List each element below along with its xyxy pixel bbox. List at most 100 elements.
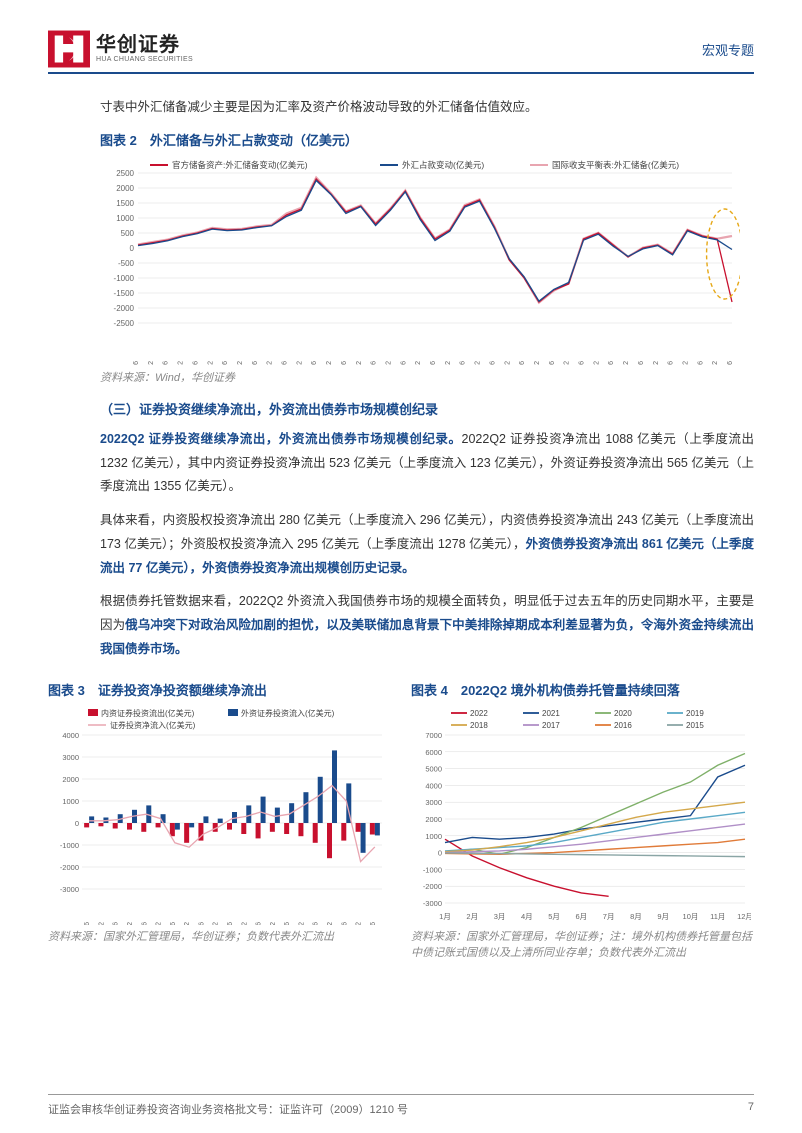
section3-p2: 具体来看，内资股权投资净流出 280 亿美元（上季度流入 296 亿美元），内资… xyxy=(100,509,754,580)
svg-text:-2000: -2000 xyxy=(60,863,79,872)
svg-text:内资证券投资流出(亿美元): 内资证券投资流出(亿美元) xyxy=(101,708,195,718)
svg-text:9月: 9月 xyxy=(657,912,669,921)
svg-text:2009-06: 2009-06 xyxy=(341,361,348,365)
svg-text:2006-12: 2006-12 xyxy=(267,361,274,365)
svg-text:2006-06: 2006-06 xyxy=(252,361,259,365)
svg-text:-1000: -1000 xyxy=(423,865,442,874)
svg-text:0: 0 xyxy=(130,244,135,253)
svg-text:2015-12: 2015-12 xyxy=(534,361,541,365)
page-number: 7 xyxy=(748,1101,754,1117)
svg-text:4000: 4000 xyxy=(62,731,79,740)
fig4-chart: -3000-2000-10000100020003000400050006000… xyxy=(411,705,754,925)
fig3-title: 图表 3 证券投资净投资额继续净流出 xyxy=(48,680,391,699)
svg-text:2019: 2019 xyxy=(686,709,704,718)
svg-text:19-06: 19-06 xyxy=(284,921,291,924)
fig2-chart: -2500-2000-1500-1000-5000500100015002000… xyxy=(100,155,754,365)
svg-text:证券投资净流入(亿美元): 证券投资净流入(亿美元) xyxy=(110,720,196,730)
svg-text:14-06: 14-06 xyxy=(141,921,148,924)
svg-text:2008-12: 2008-12 xyxy=(326,361,333,365)
svg-text:2003-06: 2003-06 xyxy=(163,361,170,365)
svg-text:7月: 7月 xyxy=(603,912,615,921)
svg-text:-3000: -3000 xyxy=(60,885,79,894)
svg-text:500: 500 xyxy=(121,229,135,238)
svg-text:2016: 2016 xyxy=(614,721,632,730)
svg-text:2008-06: 2008-06 xyxy=(311,361,318,365)
svg-text:2004-06: 2004-06 xyxy=(192,361,199,365)
svg-text:2010-12: 2010-12 xyxy=(385,361,392,365)
svg-text:2003-12: 2003-12 xyxy=(178,361,185,365)
svg-text:21-06: 21-06 xyxy=(341,921,348,924)
svg-text:2007-12: 2007-12 xyxy=(296,361,303,365)
section3-p3: 根据债券托管数据来看，2022Q2 外资流入我国债券市场的规模全面转负，明显低于… xyxy=(100,590,754,661)
svg-text:2013-06: 2013-06 xyxy=(460,361,467,365)
svg-text:16-06: 16-06 xyxy=(198,921,205,924)
svg-text:2月: 2月 xyxy=(466,912,478,921)
svg-text:12-06: 12-06 xyxy=(84,921,91,924)
svg-text:2020-06: 2020-06 xyxy=(668,361,675,365)
svg-text:11月: 11月 xyxy=(710,912,725,921)
svg-text:外汇占款变动(亿美元): 外汇占款变动(亿美元) xyxy=(402,160,484,170)
svg-text:18-12: 18-12 xyxy=(270,921,277,924)
svg-text:2020-12: 2020-12 xyxy=(682,361,689,365)
svg-text:19-12: 19-12 xyxy=(298,921,305,924)
fig3-chart: -3000-2000-100001000200030004000内资证券投资流出… xyxy=(48,705,391,925)
svg-text:1000: 1000 xyxy=(425,831,442,840)
logo-icon xyxy=(48,30,90,68)
svg-text:2004-12: 2004-12 xyxy=(207,361,214,365)
svg-text:-1500: -1500 xyxy=(114,289,135,298)
svg-text:-1000: -1000 xyxy=(60,841,79,850)
svg-text:2022: 2022 xyxy=(470,709,488,718)
section3-p1: 2022Q2 证券投资继续净流出，外资流出债券市场规模创纪录。2022Q2 证券… xyxy=(100,428,754,499)
svg-text:21-12: 21-12 xyxy=(356,921,363,924)
svg-text:2005-06: 2005-06 xyxy=(222,361,229,365)
svg-text:-2000: -2000 xyxy=(114,304,135,313)
svg-text:15-06: 15-06 xyxy=(170,921,177,924)
svg-text:2000: 2000 xyxy=(116,184,134,193)
svg-text:12月: 12月 xyxy=(737,912,751,921)
fig4-title: 图表 4 2022Q2 境外机构债券托管量持续回落 xyxy=(411,680,754,699)
brand-name-cn: 华创证券 xyxy=(96,34,193,56)
svg-text:2020: 2020 xyxy=(614,709,632,718)
svg-text:22-06: 22-06 xyxy=(370,921,377,924)
svg-text:2002-12: 2002-12 xyxy=(148,361,155,365)
svg-text:3000: 3000 xyxy=(62,753,79,762)
svg-text:2016-12: 2016-12 xyxy=(564,361,571,365)
svg-text:官方储备资产:外汇储备变动(亿美元): 官方储备资产:外汇储备变动(亿美元) xyxy=(172,160,308,170)
svg-text:2007-06: 2007-06 xyxy=(282,361,289,365)
fig4-source: 资料来源：国家外汇管理局，华创证券；注：境外机构债券托管量包括中债记账式国债以及… xyxy=(411,929,754,962)
brand-name-en: HUA CHUANG SECURITIES xyxy=(96,56,193,64)
svg-text:2009-12: 2009-12 xyxy=(356,361,363,365)
svg-text:2019-12: 2019-12 xyxy=(653,361,660,365)
svg-text:2012-06: 2012-06 xyxy=(430,361,437,365)
svg-text:2021: 2021 xyxy=(542,709,560,718)
svg-text:5000: 5000 xyxy=(425,764,442,773)
svg-text:14-12: 14-12 xyxy=(156,921,163,924)
section-label: 宏观专题 xyxy=(702,40,754,59)
svg-text:2017-12: 2017-12 xyxy=(593,361,600,365)
svg-text:20-12: 20-12 xyxy=(327,921,334,924)
svg-text:-3000: -3000 xyxy=(423,899,442,908)
svg-text:2002-06: 2002-06 xyxy=(133,361,140,365)
svg-text:6月: 6月 xyxy=(576,912,588,921)
svg-text:2500: 2500 xyxy=(116,169,134,178)
svg-text:2017: 2017 xyxy=(542,721,560,730)
svg-text:3月: 3月 xyxy=(494,912,506,921)
page-footer: 证监会审核华创证券投资咨询业务资格批文号：证监许可（2009）1210 号 7 xyxy=(48,1094,754,1117)
svg-text:18-06: 18-06 xyxy=(256,921,263,924)
svg-text:10月: 10月 xyxy=(683,912,699,921)
svg-text:2013-12: 2013-12 xyxy=(475,361,482,365)
svg-text:-2000: -2000 xyxy=(423,882,442,891)
svg-text:2021-06: 2021-06 xyxy=(697,361,704,365)
svg-text:2017-06: 2017-06 xyxy=(579,361,586,365)
svg-text:-1000: -1000 xyxy=(114,274,135,283)
brand-logo: 华创证券 HUA CHUANG SECURITIES xyxy=(48,30,193,68)
fig3-source: 资料来源：国家外汇管理局，华创证券；负数代表外汇流出 xyxy=(48,929,391,946)
section3-heading: （三）证券投资继续净流出，外资流出债券市场规模创纪录 xyxy=(100,399,754,418)
svg-text:2000: 2000 xyxy=(425,815,442,824)
svg-text:2000: 2000 xyxy=(62,775,79,784)
svg-text:-500: -500 xyxy=(118,259,135,268)
svg-text:2018-06: 2018-06 xyxy=(608,361,615,365)
svg-text:4月: 4月 xyxy=(521,912,533,921)
svg-text:2022-06: 2022-06 xyxy=(727,361,734,365)
svg-text:20-06: 20-06 xyxy=(313,921,320,924)
